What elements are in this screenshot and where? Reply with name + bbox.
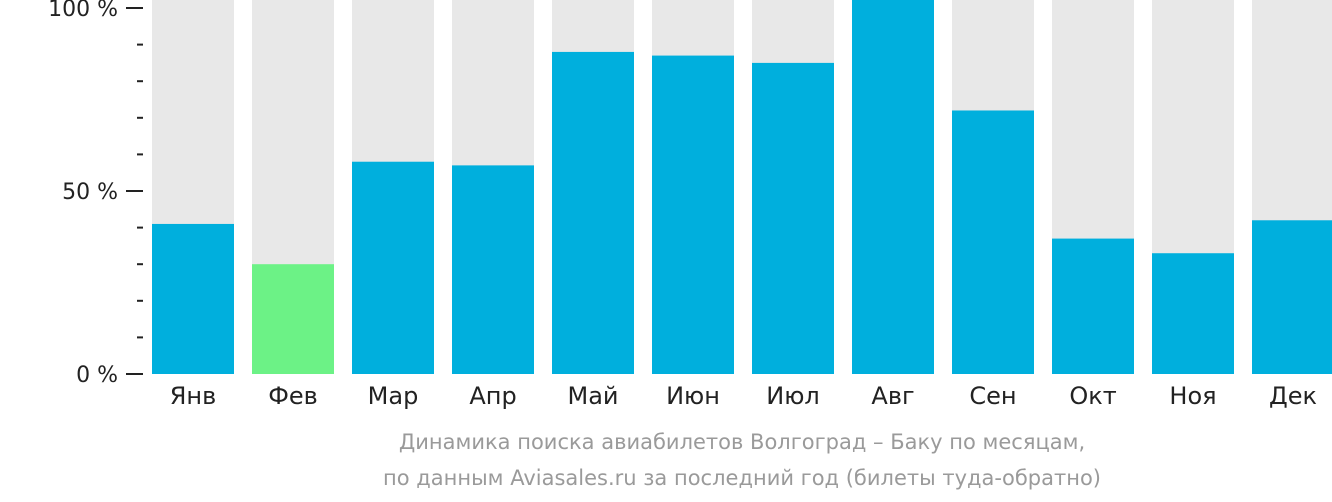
- bar: [1252, 220, 1332, 374]
- bar: [1152, 253, 1234, 374]
- bar: [1052, 238, 1134, 374]
- bar: [752, 62, 834, 375]
- x-tick-label: Авг: [871, 382, 914, 410]
- bar: [252, 264, 334, 374]
- y-tick-label: 50 %: [62, 180, 118, 205]
- bar-chart: 100 % 50 % 0 % Янв Фев Мар Апр Май Июн Июл Авг Сен…: [48, 0, 1332, 410]
- y-tick-label: 0 %: [76, 363, 118, 388]
- chart-caption-line2: по данным Aviasales.ru за последний год …: [383, 466, 1101, 490]
- x-tick-label: Май: [567, 382, 618, 410]
- bar: [552, 51, 634, 375]
- x-tick-label: Янв: [170, 382, 217, 410]
- x-tick-label: Апр: [469, 382, 516, 410]
- y-axis: 100 % 50 % 0 %: [48, 0, 143, 388]
- x-tick-label: Мар: [368, 382, 419, 410]
- bar: [152, 223, 234, 374]
- x-tick-label: Июл: [766, 382, 820, 410]
- x-tick-label: Фев: [268, 382, 318, 410]
- chart-caption-line1: Динамика поиска авиабилетов Волгоград – …: [398, 430, 1086, 454]
- bar: [852, 0, 934, 374]
- bar: [952, 110, 1034, 374]
- bar: [452, 165, 534, 374]
- x-axis-labels: Янв Фев Мар Апр Май Июн Июл Авг Сен Окт Ноя Дек: [170, 382, 1317, 410]
- x-tick-label: Ноя: [1169, 382, 1216, 410]
- x-tick-label: Окт: [1069, 382, 1116, 410]
- bar: [652, 55, 734, 375]
- bars: [152, 0, 1332, 375]
- x-tick-label: Июн: [666, 382, 720, 410]
- x-tick-label: Дек: [1269, 382, 1317, 410]
- x-tick-label: Сен: [969, 382, 1016, 410]
- y-tick-label: 100 %: [48, 0, 118, 22]
- bar: [352, 161, 434, 374]
